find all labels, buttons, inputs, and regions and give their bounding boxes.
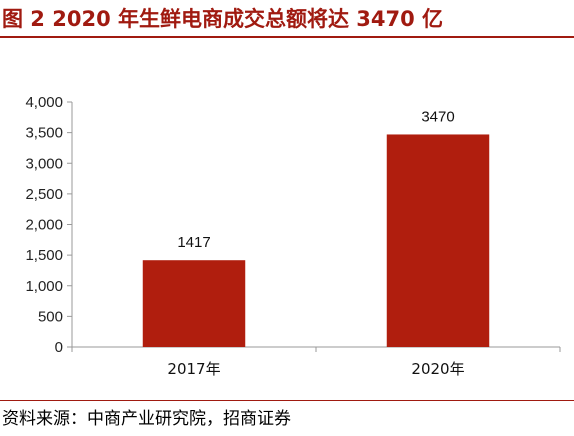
source-rule	[0, 400, 574, 401]
bar	[142, 260, 246, 347]
x-axis: 2017年 2020年	[71, 346, 561, 378]
bar-value-label: 1417	[177, 234, 210, 251]
y-tick-label: 3,000	[25, 155, 63, 172]
y-tick-label: 2,000	[25, 217, 63, 234]
bars	[142, 134, 490, 347]
y-tick-label: 1,500	[25, 247, 63, 264]
x-category-label: 2020年	[411, 360, 464, 378]
y-tick-label: 4,000	[25, 94, 63, 111]
y-tick-label: 1,000	[25, 278, 63, 295]
source-note: 资料来源：中商产业研究院，招商证券	[2, 409, 291, 429]
x-category-label: 2017年	[167, 360, 220, 378]
y-tick-label: 500	[38, 308, 63, 325]
y-tick-label: 0	[55, 339, 63, 356]
y-tick-label: 2,500	[25, 186, 63, 203]
bar	[386, 134, 490, 347]
bar-value-label: 3470	[421, 108, 454, 125]
title-rule	[0, 36, 574, 38]
y-axis: 0 500 1,000 1,500 2,000 2,500 3,000 3,500 4,000	[25, 94, 73, 356]
data-labels: 1417 3470	[177, 108, 454, 251]
figure-title: 图 2 2020 年生鲜电商成交总额将达 3470 亿	[2, 7, 444, 31]
bar-chart: 05001,0001,5002,0002,5003,0003,5004,000 …	[25, 94, 561, 378]
y-tick-label: 3,500	[25, 125, 63, 142]
